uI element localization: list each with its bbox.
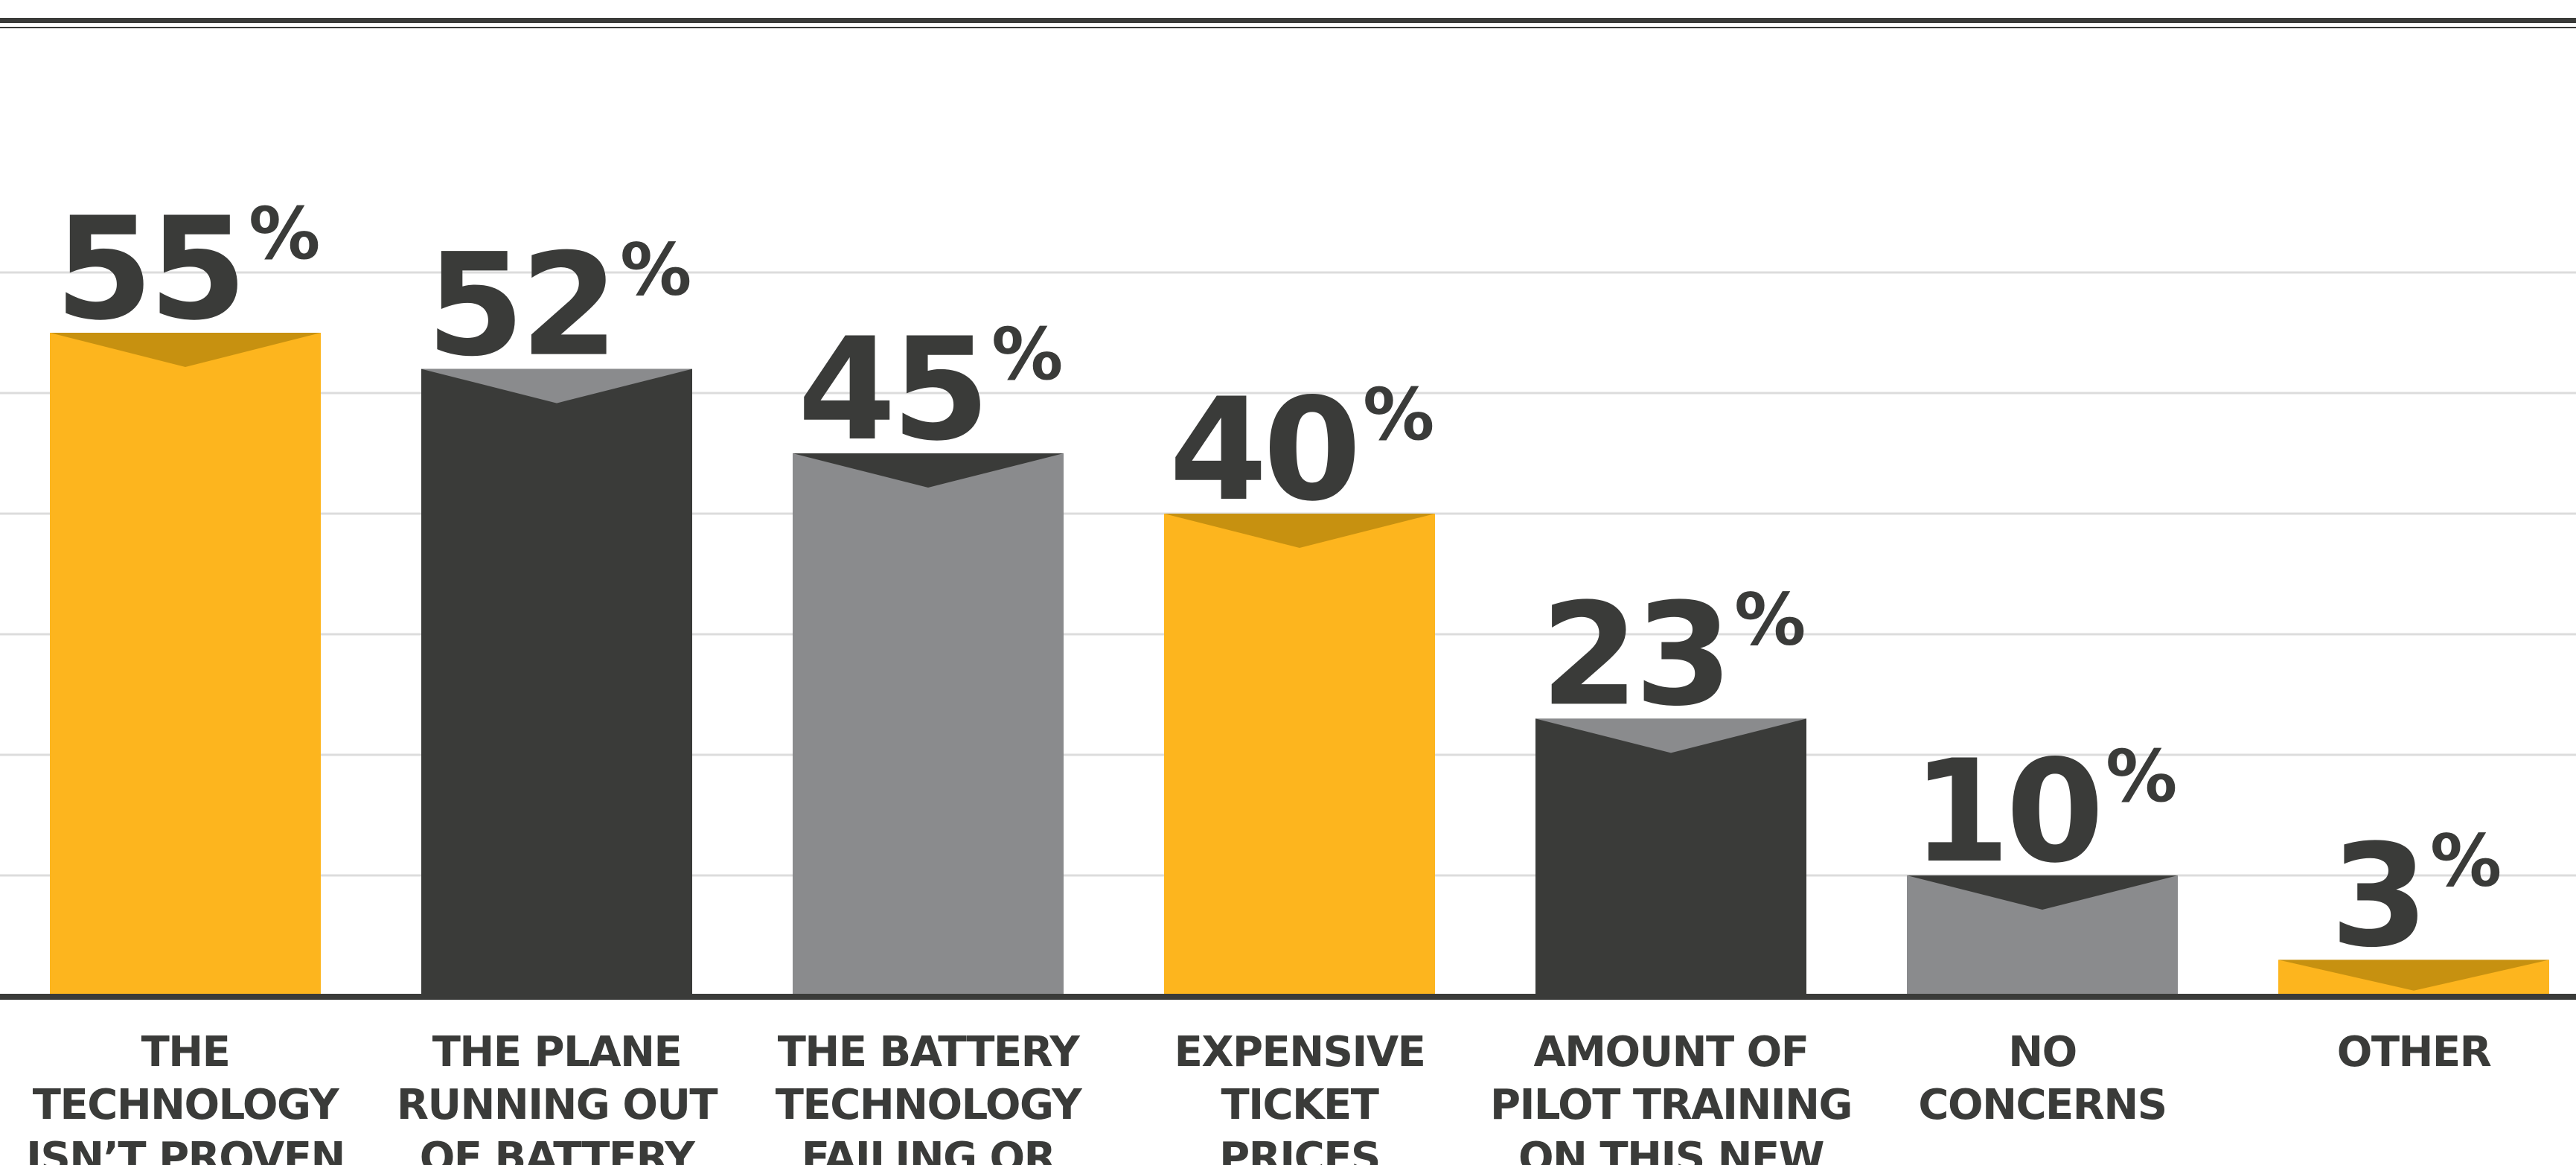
category-label: AMOUNT OF PILOT TRAINING ON THIS NEW <box>1490 1028 1852 1165</box>
bar <box>1164 514 1435 996</box>
bar-value-number: 52 <box>426 223 614 388</box>
category-label-line: TECHNOLOGY <box>776 1081 1083 1129</box>
bar-value-percent: % <box>249 192 319 275</box>
category-label: OTHER <box>2337 1028 2491 1076</box>
bar-notch <box>1164 514 1435 548</box>
category-label-line: NO <box>2008 1028 2076 1076</box>
category-label: THE PLANE RUNNING OUT OF BATTERY <box>397 1028 718 1165</box>
bar-value-percent: % <box>2106 735 2176 818</box>
category-label: NO CONCERNS <box>1918 1028 2166 1129</box>
category-label-line: PILOT TRAINING <box>1490 1081 1852 1129</box>
top-rules <box>0 18 2576 28</box>
bar-value-label: 10% <box>1912 730 2176 894</box>
bar-value-percent: % <box>991 313 1061 396</box>
bar-value-label: 3% <box>2330 814 2500 978</box>
bar-value-number: 23 <box>1541 572 1728 737</box>
category-label-line: TICKET <box>1221 1081 1379 1129</box>
bar-value-label: 40% <box>1169 368 1433 532</box>
x-axis-baseline <box>0 994 2576 1000</box>
category-label-line: THE PLANE <box>432 1028 682 1076</box>
category-label-line: AMOUNT OF <box>1533 1028 1808 1076</box>
category-label-line: EXPENSIVE <box>1174 1028 1425 1076</box>
category-label-line: THE <box>141 1028 230 1076</box>
bar-value-percent: % <box>620 229 690 312</box>
category-labels: THE TECHNOLOGY ISN’T PROVEN THE PLANE RUNNIN… <box>26 1028 2492 1165</box>
bar-value-number: 10 <box>1912 730 2100 894</box>
category-label-line: OF BATTERY <box>420 1134 697 1165</box>
bar-notch <box>421 368 692 403</box>
category-label-line: ON THIS NEW <box>1518 1134 1824 1165</box>
bar-notch <box>1535 718 1806 753</box>
bar-value-number: 45 <box>798 307 985 472</box>
bars <box>50 333 2549 997</box>
category-label: EXPENSIVE TICKET PRICES <box>1174 1028 1425 1165</box>
value-labels: 55% 52%45%40%23%10%3% <box>55 187 2505 978</box>
category-label-line: CONCERNS <box>1918 1081 2166 1129</box>
top-rule-thin <box>0 27 2576 28</box>
bar-value-percent: % <box>1734 578 1804 661</box>
bar <box>793 453 1064 996</box>
category-label: THE BATTERY TECHNOLOGY FAILING OR <box>776 1028 1083 1165</box>
bar-value-percent: % <box>1363 373 1433 456</box>
category-label-line: THE BATTERY <box>778 1028 1081 1076</box>
category-label-line: OTHER <box>2337 1028 2491 1076</box>
bar <box>421 368 692 997</box>
category-label-line: FAILING OR <box>802 1134 1055 1165</box>
bar-value-label: 55% <box>55 187 319 351</box>
top-rule-thick <box>0 18 2576 23</box>
bar-notch <box>793 453 1064 488</box>
category-label-line: ISN’T PROVEN <box>26 1134 345 1165</box>
bar-notch <box>50 333 321 367</box>
category-label-line: RUNNING OUT <box>397 1081 718 1129</box>
bar <box>1535 718 1806 996</box>
bar-value-label: 23% <box>1541 572 1804 737</box>
bar-value-label: 45% <box>798 307 1061 472</box>
baseline <box>0 994 2576 1000</box>
bar-notch <box>1907 875 2178 910</box>
category-label: THE TECHNOLOGY ISN’T PROVEN <box>26 1028 345 1165</box>
bar-value-number: 55 <box>55 187 243 351</box>
bar <box>50 333 321 996</box>
bar-value-label: 52% <box>426 223 690 388</box>
category-label-line: PRICES <box>1219 1134 1380 1165</box>
bar-value-number: 40 <box>1169 368 1357 532</box>
category-label-line: TECHNOLOGY <box>33 1081 340 1129</box>
bar-value-percent: % <box>2430 819 2500 902</box>
bar-value-number: 3 <box>2330 814 2424 978</box>
bar-notch <box>2278 960 2549 991</box>
